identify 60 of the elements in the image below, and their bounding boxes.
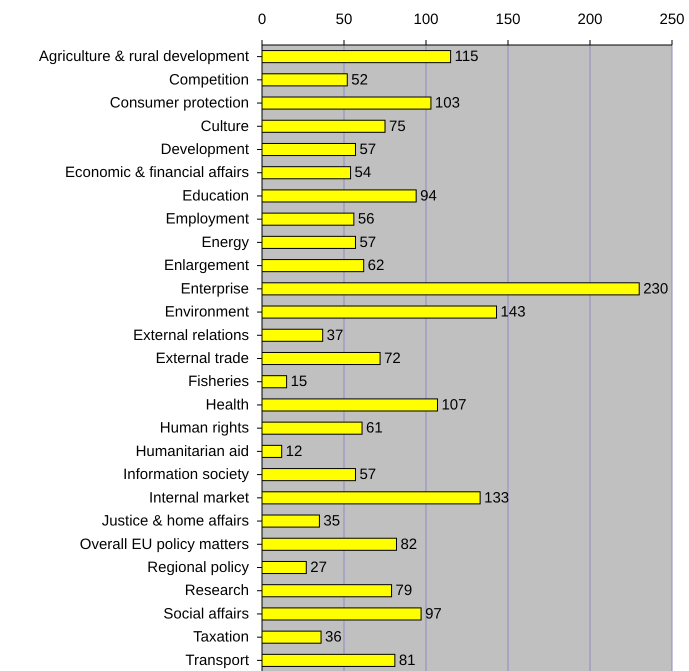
y-tick-label: External trade (156, 350, 249, 367)
data-label: 57 (359, 141, 376, 158)
y-tick-label: Health (206, 396, 249, 414)
data-label: 94 (420, 187, 437, 204)
x-tick-label: 150 (495, 11, 521, 28)
y-tick-label: Competition (168, 71, 249, 88)
data-label: 62 (368, 257, 384, 274)
data-label: 97 (425, 605, 442, 622)
y-tick-label: Taxation (193, 628, 249, 646)
data-label: 56 (358, 210, 375, 228)
y-tick-label: Energy (201, 234, 250, 251)
data-label: 57 (359, 466, 376, 484)
data-label: 37 (326, 326, 344, 344)
data-label: 72 (384, 350, 401, 367)
y-tick-label: Culture (200, 118, 249, 135)
y-tick-label: Development (160, 141, 250, 158)
data-label: 61 (366, 420, 383, 437)
data-label: 143 (500, 304, 526, 321)
x-tick-label: 100 (413, 11, 439, 28)
y-tick-label: External relations (133, 326, 249, 344)
y-tick-label: Economic & financial affairs (65, 164, 249, 182)
y-tick-label: Social affairs (163, 605, 249, 622)
x-tick-label: 0 (258, 11, 266, 28)
data-label: 36 (325, 628, 342, 646)
y-tick-label: Environment (164, 304, 250, 321)
data-label: 81 (398, 652, 416, 669)
y-tick-label: Justice & home affairs (102, 512, 249, 530)
data-label: 230 (643, 280, 668, 298)
data-label: 75 (389, 118, 406, 135)
data-label: 12 (286, 442, 302, 460)
data-label: 52 (351, 71, 368, 88)
data-label: 27 (310, 559, 327, 576)
data-label: 103 (434, 94, 460, 112)
data-label: 79 (396, 582, 412, 600)
y-tick-label: Regional policy (147, 559, 250, 576)
y-tick-label: Consumer protection (110, 94, 249, 112)
y-tick-label: Humanitarian aid (136, 442, 249, 460)
data-label: 35 (323, 512, 340, 530)
y-tick-label: Enterprise (180, 280, 249, 298)
data-label: 54 (354, 164, 372, 182)
y-tick-label: Information society (123, 466, 250, 484)
data-label: 107 (441, 396, 467, 414)
x-tick-label: 50 (336, 11, 352, 28)
data-label: 57 (359, 234, 376, 251)
data-label: 133 (484, 489, 510, 506)
data-label: 115 (454, 48, 479, 66)
y-tick-label: Research (184, 582, 249, 600)
y-tick-label: Employment (166, 210, 250, 228)
data-label: 15 (290, 373, 308, 390)
data-label: 82 (400, 536, 418, 553)
y-tick-label: Transport (185, 652, 250, 669)
y-tick-label: Fisheries (188, 373, 249, 390)
x-tick-label: 200 (577, 11, 603, 28)
y-tick-label: Education (182, 187, 249, 204)
y-tick-label: Internal market (148, 489, 250, 506)
x-tick-label: 250 (659, 11, 685, 28)
y-tick-label: Overall EU policy matters (80, 536, 249, 553)
y-tick-label: Agriculture & rural development (38, 48, 250, 66)
y-tick-label: Human rights (160, 420, 249, 437)
y-tick-label: Enlargement (164, 257, 250, 274)
